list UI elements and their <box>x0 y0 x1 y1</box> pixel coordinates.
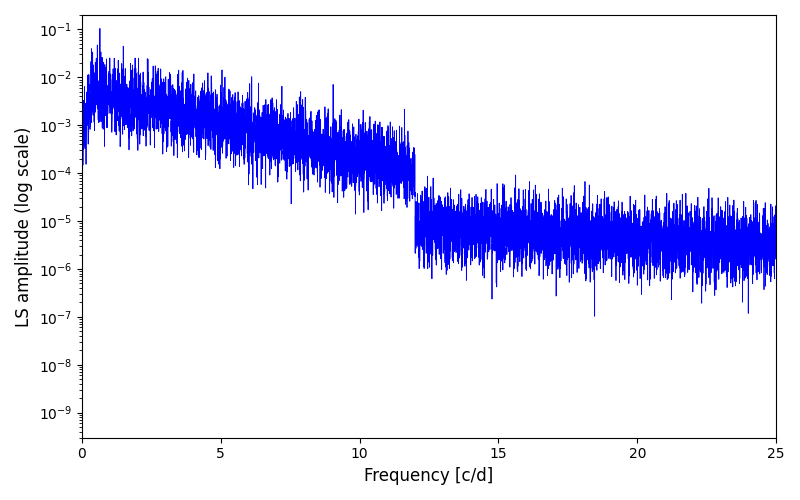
Y-axis label: LS amplitude (log scale): LS amplitude (log scale) <box>15 126 33 326</box>
X-axis label: Frequency [c/d]: Frequency [c/d] <box>364 467 494 485</box>
